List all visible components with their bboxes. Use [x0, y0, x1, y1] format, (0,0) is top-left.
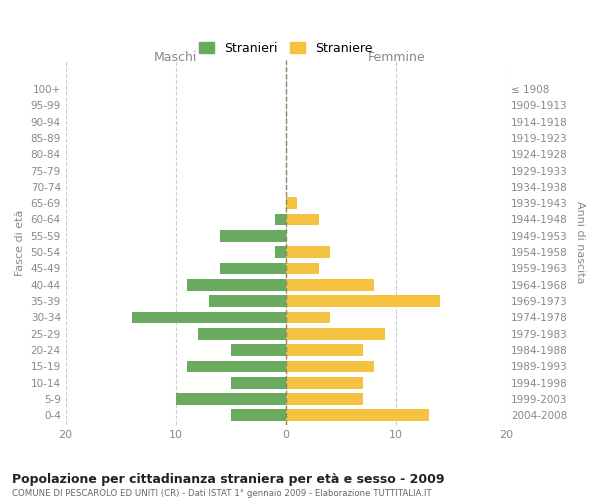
- Bar: [220, 262, 286, 274]
- Text: Maschi: Maschi: [154, 52, 197, 64]
- Bar: [209, 295, 286, 307]
- Bar: [286, 360, 374, 372]
- Bar: [275, 214, 286, 226]
- Bar: [231, 344, 286, 356]
- Bar: [286, 312, 330, 324]
- Bar: [286, 279, 374, 290]
- Text: Femmine: Femmine: [367, 52, 425, 64]
- Y-axis label: Fasce di età: Fasce di età: [15, 209, 25, 276]
- Bar: [286, 262, 319, 274]
- Bar: [286, 198, 297, 209]
- Bar: [286, 410, 430, 421]
- Bar: [286, 344, 363, 356]
- Bar: [286, 246, 330, 258]
- Bar: [176, 393, 286, 405]
- Text: COMUNE DI PESCAROLO ED UNITI (CR) - Dati ISTAT 1° gennaio 2009 - Elaborazione TU: COMUNE DI PESCAROLO ED UNITI (CR) - Dati…: [12, 489, 431, 498]
- Bar: [231, 377, 286, 388]
- Legend: Stranieri, Straniere: Stranieri, Straniere: [194, 36, 378, 60]
- Bar: [286, 295, 440, 307]
- Bar: [286, 214, 319, 226]
- Y-axis label: Anni di nascita: Anni di nascita: [575, 201, 585, 283]
- Bar: [187, 279, 286, 290]
- Bar: [231, 410, 286, 421]
- Bar: [198, 328, 286, 340]
- Text: Popolazione per cittadinanza straniera per età e sesso - 2009: Popolazione per cittadinanza straniera p…: [12, 472, 445, 486]
- Bar: [286, 328, 385, 340]
- Bar: [275, 246, 286, 258]
- Bar: [132, 312, 286, 324]
- Bar: [220, 230, 286, 241]
- Bar: [187, 360, 286, 372]
- Bar: [286, 393, 363, 405]
- Bar: [286, 377, 363, 388]
